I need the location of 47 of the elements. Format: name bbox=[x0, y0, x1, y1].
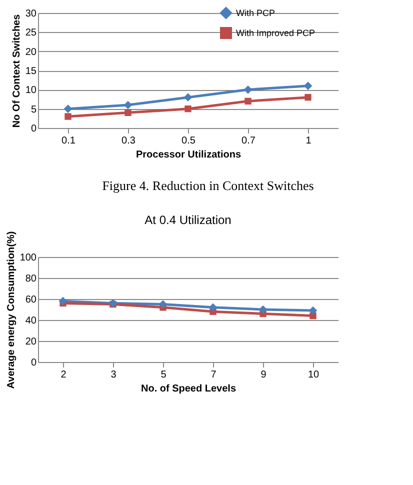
y-tick-label: 80 bbox=[25, 274, 37, 284]
point bbox=[244, 98, 252, 105]
x-tick-label: 0.3 bbox=[122, 136, 136, 146]
point bbox=[258, 305, 268, 314]
x-tick-label: 5 bbox=[160, 370, 167, 380]
chart-title: At 0.4 Utilization bbox=[144, 212, 232, 227]
y-tick-label: 40 bbox=[25, 316, 37, 326]
y-tick-label: 25 bbox=[25, 28, 37, 39]
y-tick-label: 20 bbox=[25, 46, 37, 58]
point bbox=[58, 296, 68, 306]
y-tick-label: 30 bbox=[25, 8, 37, 20]
legend-label: With PCP bbox=[236, 8, 276, 18]
y-axis-title: No Of Context Switches bbox=[11, 14, 22, 128]
point bbox=[304, 82, 312, 90]
point bbox=[64, 104, 72, 114]
point bbox=[304, 94, 312, 101]
x-axis-title: Processor Utilizations bbox=[136, 150, 242, 160]
x-tick-label: 0.7 bbox=[242, 136, 256, 146]
point bbox=[158, 300, 168, 308]
y-tick-label: 100 bbox=[20, 252, 37, 264]
point bbox=[308, 306, 318, 315]
x-tick-label: 2 bbox=[60, 370, 67, 380]
y-tick-label: 20 bbox=[25, 336, 37, 348]
point bbox=[244, 85, 252, 94]
x-tick-label: 3 bbox=[110, 370, 117, 380]
y-tick-label: 10 bbox=[25, 85, 37, 96]
x-tick-label: 1 bbox=[306, 136, 312, 146]
point bbox=[64, 113, 72, 120]
caption: Figure 4. Reduction in Context Switches bbox=[102, 178, 314, 193]
point bbox=[124, 109, 132, 116]
x-tick-label: 0.1 bbox=[62, 136, 76, 146]
point bbox=[208, 303, 218, 312]
x-tick-label: 9 bbox=[260, 370, 267, 380]
point bbox=[184, 93, 192, 102]
legend-label: With Improved PCP bbox=[236, 28, 316, 38]
point bbox=[184, 105, 192, 112]
y-tick-label: 0 bbox=[30, 358, 37, 368]
x-axis-title: No. of Speed Levels bbox=[140, 384, 236, 394]
x-tick-label: 7 bbox=[210, 370, 217, 380]
y-tick-label: 0 bbox=[30, 124, 37, 134]
y-tick-label: 60 bbox=[25, 294, 37, 306]
x-tick-label: 10 bbox=[308, 370, 320, 380]
y-tick-label: 5 bbox=[30, 104, 37, 116]
y-axis-title: Average energy Consumption(%) bbox=[6, 231, 17, 389]
x-tick-label: 0.5 bbox=[182, 136, 196, 146]
y-tick-label: 15 bbox=[25, 66, 37, 77]
point bbox=[124, 100, 132, 110]
